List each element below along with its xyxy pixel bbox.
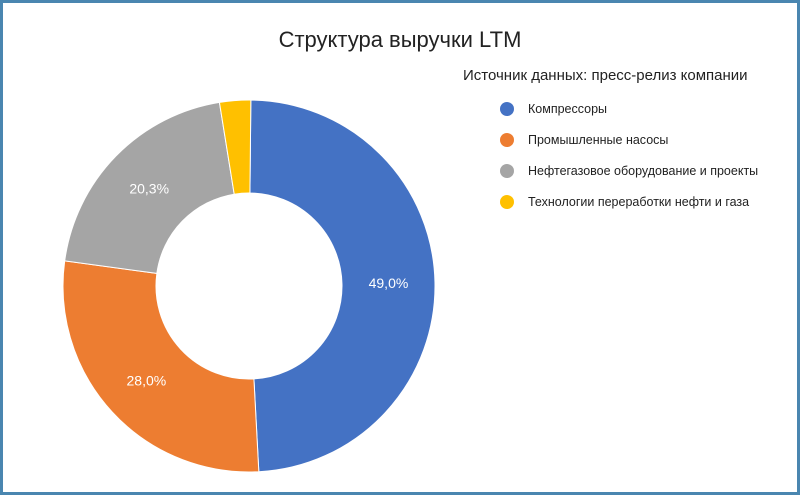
source-note: Источник данных: пресс-релиз компании	[463, 67, 748, 84]
slice-value-label-1: 49,0%	[369, 275, 409, 291]
legend-item-4: Технологии переработки нефти и газа	[500, 194, 758, 210]
legend-label-4: Технологии переработки нефти и газа	[528, 195, 750, 209]
donut-slice-2	[62, 260, 260, 473]
legend-item-3: Нефтегазовое оборудование и проекты	[500, 163, 758, 179]
legend-swatch-4	[500, 195, 514, 209]
legend-swatch-2	[500, 133, 514, 147]
slice-value-label-2: 28,0%	[127, 372, 167, 388]
donut-slice-4	[218, 99, 252, 195]
donut-slices	[62, 99, 436, 473]
legend-swatch-1	[500, 102, 514, 116]
donut-slice-3	[64, 101, 235, 274]
donut-slice-1	[249, 99, 436, 473]
legend: Компрессоры Промышленные насосы Нефтегазов…	[500, 101, 758, 225]
chart-title: Структура выручки LTM	[278, 27, 522, 52]
legend-label-3: Нефтегазовое оборудование и проекты	[528, 164, 759, 178]
donut-chart: 49,0% 28,0% 20,3%	[62, 99, 436, 473]
donut-slice-labels: 49,0% 28,0% 20,3%	[127, 181, 409, 389]
legend-item-2: Промышленные насосы	[500, 132, 758, 148]
legend-label-1: Компрессоры	[528, 102, 608, 116]
legend-label-2: Промышленные насосы	[528, 133, 669, 147]
legend-swatch-3	[500, 164, 514, 178]
legend-item-1: Компрессоры	[500, 101, 758, 117]
slice-value-label-3: 20,3%	[129, 181, 169, 197]
